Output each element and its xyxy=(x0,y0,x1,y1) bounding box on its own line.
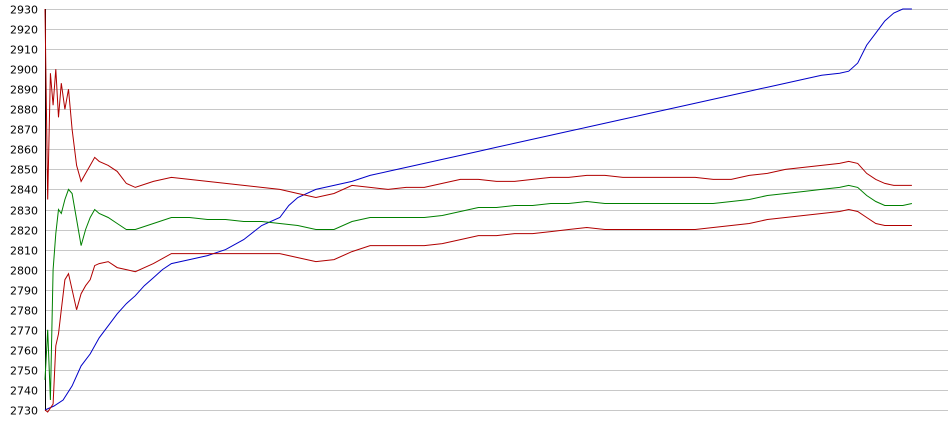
series-lines xyxy=(44,8,913,413)
y-tick-label: 2790 xyxy=(10,285,38,298)
series-line-3 xyxy=(44,184,913,401)
y-tick-label: 2800 xyxy=(10,265,38,278)
series-line-2 xyxy=(44,8,912,200)
grid-lines xyxy=(45,9,948,411)
series-line-1 xyxy=(44,8,912,411)
y-tick-label: 2750 xyxy=(10,365,38,378)
y-tick-label: 2880 xyxy=(10,104,38,117)
y-tick-labels: 2930 2920 2910 2900 2890 2880 2870 2860 2850 2840… xyxy=(10,4,38,418)
y-tick-label: 2890 xyxy=(10,84,38,97)
y-tick-label: 2860 xyxy=(10,144,38,157)
y-tick-label: 2920 xyxy=(10,24,38,37)
y-tick-label: 2870 xyxy=(10,124,38,137)
y-tick-label: 2850 xyxy=(10,164,38,177)
y-tick-label: 2760 xyxy=(10,345,38,358)
y-tick-label: 2820 xyxy=(10,225,38,238)
y-tick-label: 2780 xyxy=(10,305,38,318)
y-tick-label: 2900 xyxy=(10,64,38,77)
y-tick-label: 2770 xyxy=(10,325,38,338)
y-tick-label: 2910 xyxy=(10,44,38,57)
y-tick-label: 2830 xyxy=(10,205,38,218)
series-line-4 xyxy=(44,208,912,413)
y-tick-label: 2740 xyxy=(10,385,38,398)
y-tick-label: 2810 xyxy=(10,245,38,258)
y-tick-label: 2930 xyxy=(10,4,38,17)
y-tick-label: 2840 xyxy=(10,184,38,197)
y-tick-label: 2730 xyxy=(10,405,38,418)
